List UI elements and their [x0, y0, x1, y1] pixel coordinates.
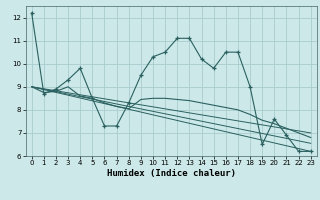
- X-axis label: Humidex (Indice chaleur): Humidex (Indice chaleur): [107, 169, 236, 178]
